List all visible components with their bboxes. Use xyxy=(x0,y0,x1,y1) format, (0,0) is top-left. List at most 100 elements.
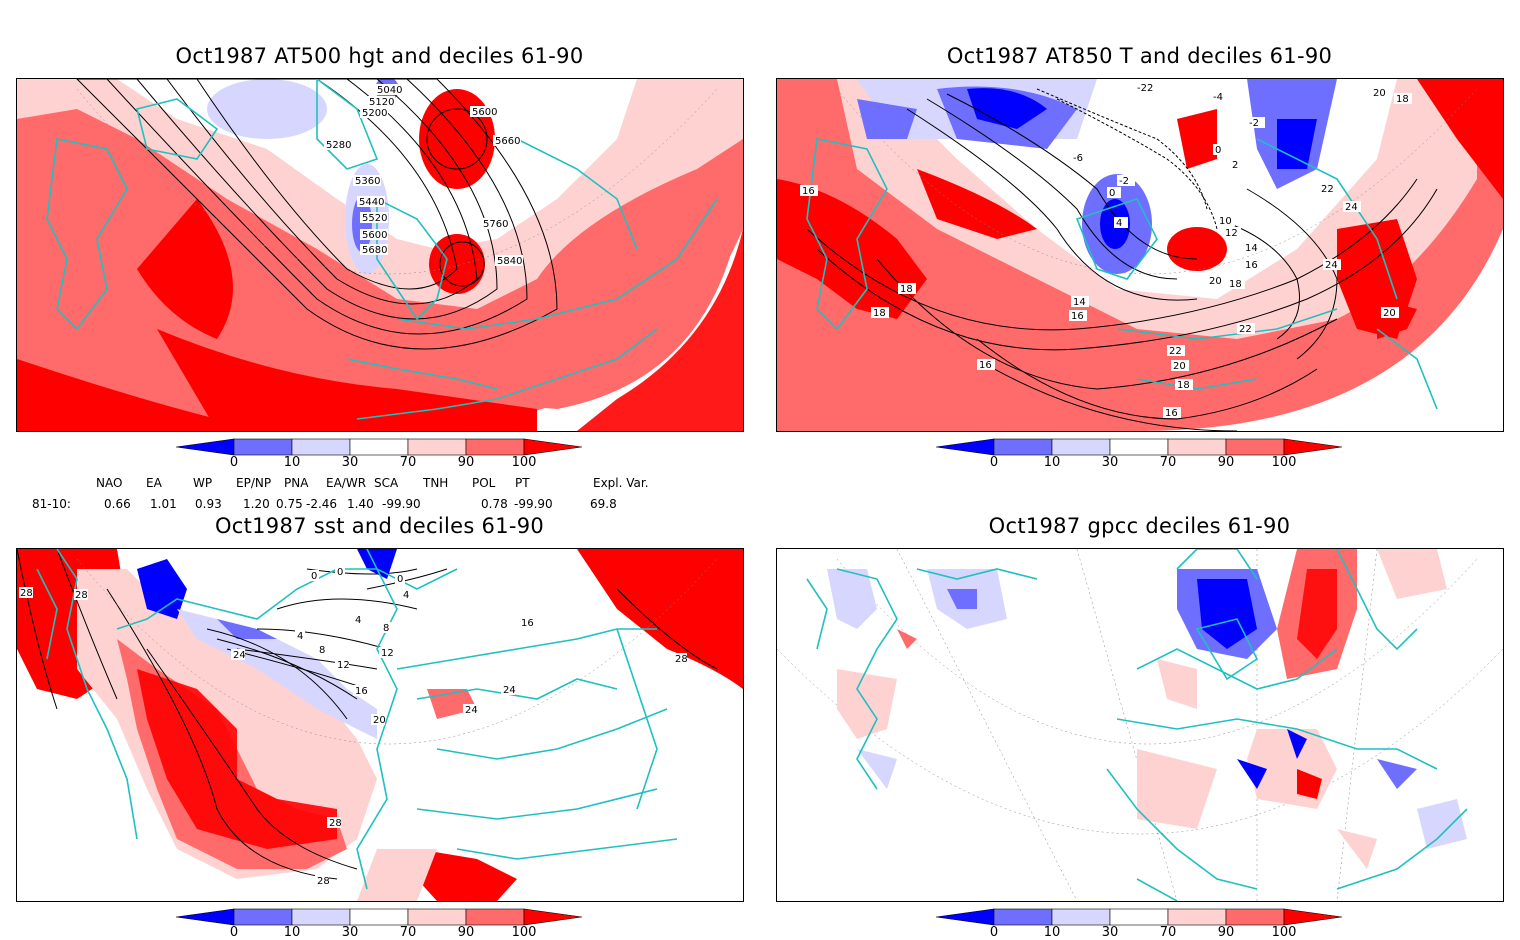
colorbar-segment xyxy=(523,438,583,456)
contour-label: 16 xyxy=(355,686,368,697)
contour-label: 16 xyxy=(802,186,815,197)
colorbar-label: 0 xyxy=(229,455,239,470)
colorbar-segment xyxy=(1109,438,1169,456)
indices-header: EP/NP xyxy=(236,476,272,490)
contour-label: 12 xyxy=(337,660,350,671)
colorbar-segment xyxy=(233,438,293,456)
contour-label: 5200 xyxy=(362,108,387,119)
map-panel-t850: -22 -4 -2 0 2 -6 0 -2 4 16 18 18 20 18 2… xyxy=(776,78,1504,432)
contour-label: 5120 xyxy=(369,97,394,108)
contour-label: 5360 xyxy=(355,176,380,187)
map-panel-sst: 28 28 0 0 0 4 4 8 4 8 12 12 16 20 24 16 … xyxy=(16,548,744,902)
indices-header: WP xyxy=(193,476,213,490)
map-hgt: 5040 5120 5200 5280 5360 5440 5520 5600 … xyxy=(17,79,743,431)
contour-label: 16 xyxy=(979,360,992,371)
contour-label: 20 xyxy=(1373,88,1386,99)
map-panel-gpcc xyxy=(776,548,1504,902)
colorbar-segment xyxy=(1109,908,1169,926)
indices-value: -2.46 xyxy=(306,497,338,511)
colorbar-label: 30 xyxy=(1101,455,1119,470)
colorbar-segment xyxy=(1051,908,1111,926)
colorbar-label: 90 xyxy=(457,925,475,940)
contour-label: 8 xyxy=(383,623,389,634)
indices-header: NAO xyxy=(96,476,123,490)
contour-label: 18 xyxy=(1396,94,1409,105)
contour-label: 28 xyxy=(75,590,88,601)
colorbar-label: 100 xyxy=(1271,925,1297,940)
contour-label: 18 xyxy=(1229,279,1242,290)
contour-label: 12 xyxy=(381,648,394,659)
contour-label: 4 xyxy=(1116,218,1122,229)
indices-header: PT xyxy=(515,476,530,490)
colorbar-segment xyxy=(291,908,351,926)
contour-label: -2 xyxy=(1119,176,1129,187)
colorbar-bottom-left xyxy=(176,908,583,926)
contour-label: 28 xyxy=(675,654,688,665)
colorbar-label: 90 xyxy=(1217,455,1235,470)
contour-label: 5760 xyxy=(483,219,508,230)
contour-label: 24 xyxy=(465,705,478,716)
contour-label: 8 xyxy=(319,645,325,656)
contour-label: 24 xyxy=(233,650,246,661)
contour-label: -6 xyxy=(1073,153,1083,164)
contour-label: 10 xyxy=(1219,216,1232,227)
colorbar-bottom-right xyxy=(936,908,1343,926)
contour-label: 24 xyxy=(1325,260,1338,271)
contour-label: 0 xyxy=(1215,145,1221,156)
colorbar-label: 0 xyxy=(989,925,999,940)
panel-title-hgt: Oct1987 AT500 hgt and deciles 61-90 xyxy=(175,44,584,68)
contour-label: 16 xyxy=(521,618,534,629)
colorbar-segment xyxy=(1283,438,1343,456)
colorbar-label: 10 xyxy=(283,925,301,940)
colorbar-label: 70 xyxy=(1159,925,1177,940)
map-panel-hgt: 5040 5120 5200 5280 5360 5440 5520 5600 … xyxy=(16,78,744,432)
colorbar-segment xyxy=(176,438,235,456)
colorbar-segment xyxy=(1167,908,1227,926)
indices-value: 1.40 xyxy=(347,497,374,511)
contour-label: 14 xyxy=(1245,243,1258,254)
colorbar-label: 90 xyxy=(457,455,475,470)
contour-label: 4 xyxy=(297,631,303,642)
colorbar-top-left xyxy=(176,438,583,456)
colorbar-segment xyxy=(936,908,995,926)
colorbar-label: 70 xyxy=(1159,455,1177,470)
contour-label: 5660 xyxy=(495,136,520,147)
contour-label: 16 xyxy=(1245,260,1258,271)
contour-label: 18 xyxy=(873,308,886,319)
indices-value: -99.90 xyxy=(514,497,553,511)
colorbar-segment xyxy=(1283,908,1343,926)
indices-header: POL xyxy=(472,476,496,490)
colorbar-label: 10 xyxy=(1043,925,1061,940)
contour-label: 28 xyxy=(20,588,33,599)
colorbar-label: 10 xyxy=(1043,455,1061,470)
colorbar-label: 10 xyxy=(283,455,301,470)
contour-label: 5520 xyxy=(362,213,387,224)
contour-label: -2 xyxy=(1249,118,1259,129)
indices-header: EA/WR xyxy=(326,476,367,490)
colorbar-segment xyxy=(465,438,525,456)
colorbar-segment xyxy=(993,438,1053,456)
contour-label: 20 xyxy=(1209,276,1222,287)
indices-value: 1.01 xyxy=(150,497,177,511)
colorbar-label: 30 xyxy=(1101,925,1119,940)
colorbar-segment xyxy=(349,438,409,456)
colorbar-segment xyxy=(233,908,293,926)
indices-header: PNA xyxy=(284,476,309,490)
contour-label: 20 xyxy=(1173,361,1186,372)
contour-label: 4 xyxy=(403,590,409,601)
colorbar-label: 100 xyxy=(511,455,537,470)
contour-label: 20 xyxy=(1383,308,1396,319)
contour-label: 16 xyxy=(1071,311,1084,322)
colorbar-segment xyxy=(1225,908,1285,926)
colorbar-segment xyxy=(291,438,351,456)
contour-label: 5840 xyxy=(497,256,522,267)
contour-label: 4 xyxy=(355,615,361,626)
colorbar-segment xyxy=(407,908,467,926)
colorbar-label: 90 xyxy=(1217,925,1235,940)
colorbar-segment xyxy=(936,438,995,456)
panel-title-t850: Oct1987 AT850 T and deciles 61-90 xyxy=(946,44,1333,68)
contour-label: 24 xyxy=(503,685,516,696)
contour-label: 28 xyxy=(317,876,330,887)
colorbar-label: 100 xyxy=(1271,455,1297,470)
contour-label: 18 xyxy=(900,284,913,295)
